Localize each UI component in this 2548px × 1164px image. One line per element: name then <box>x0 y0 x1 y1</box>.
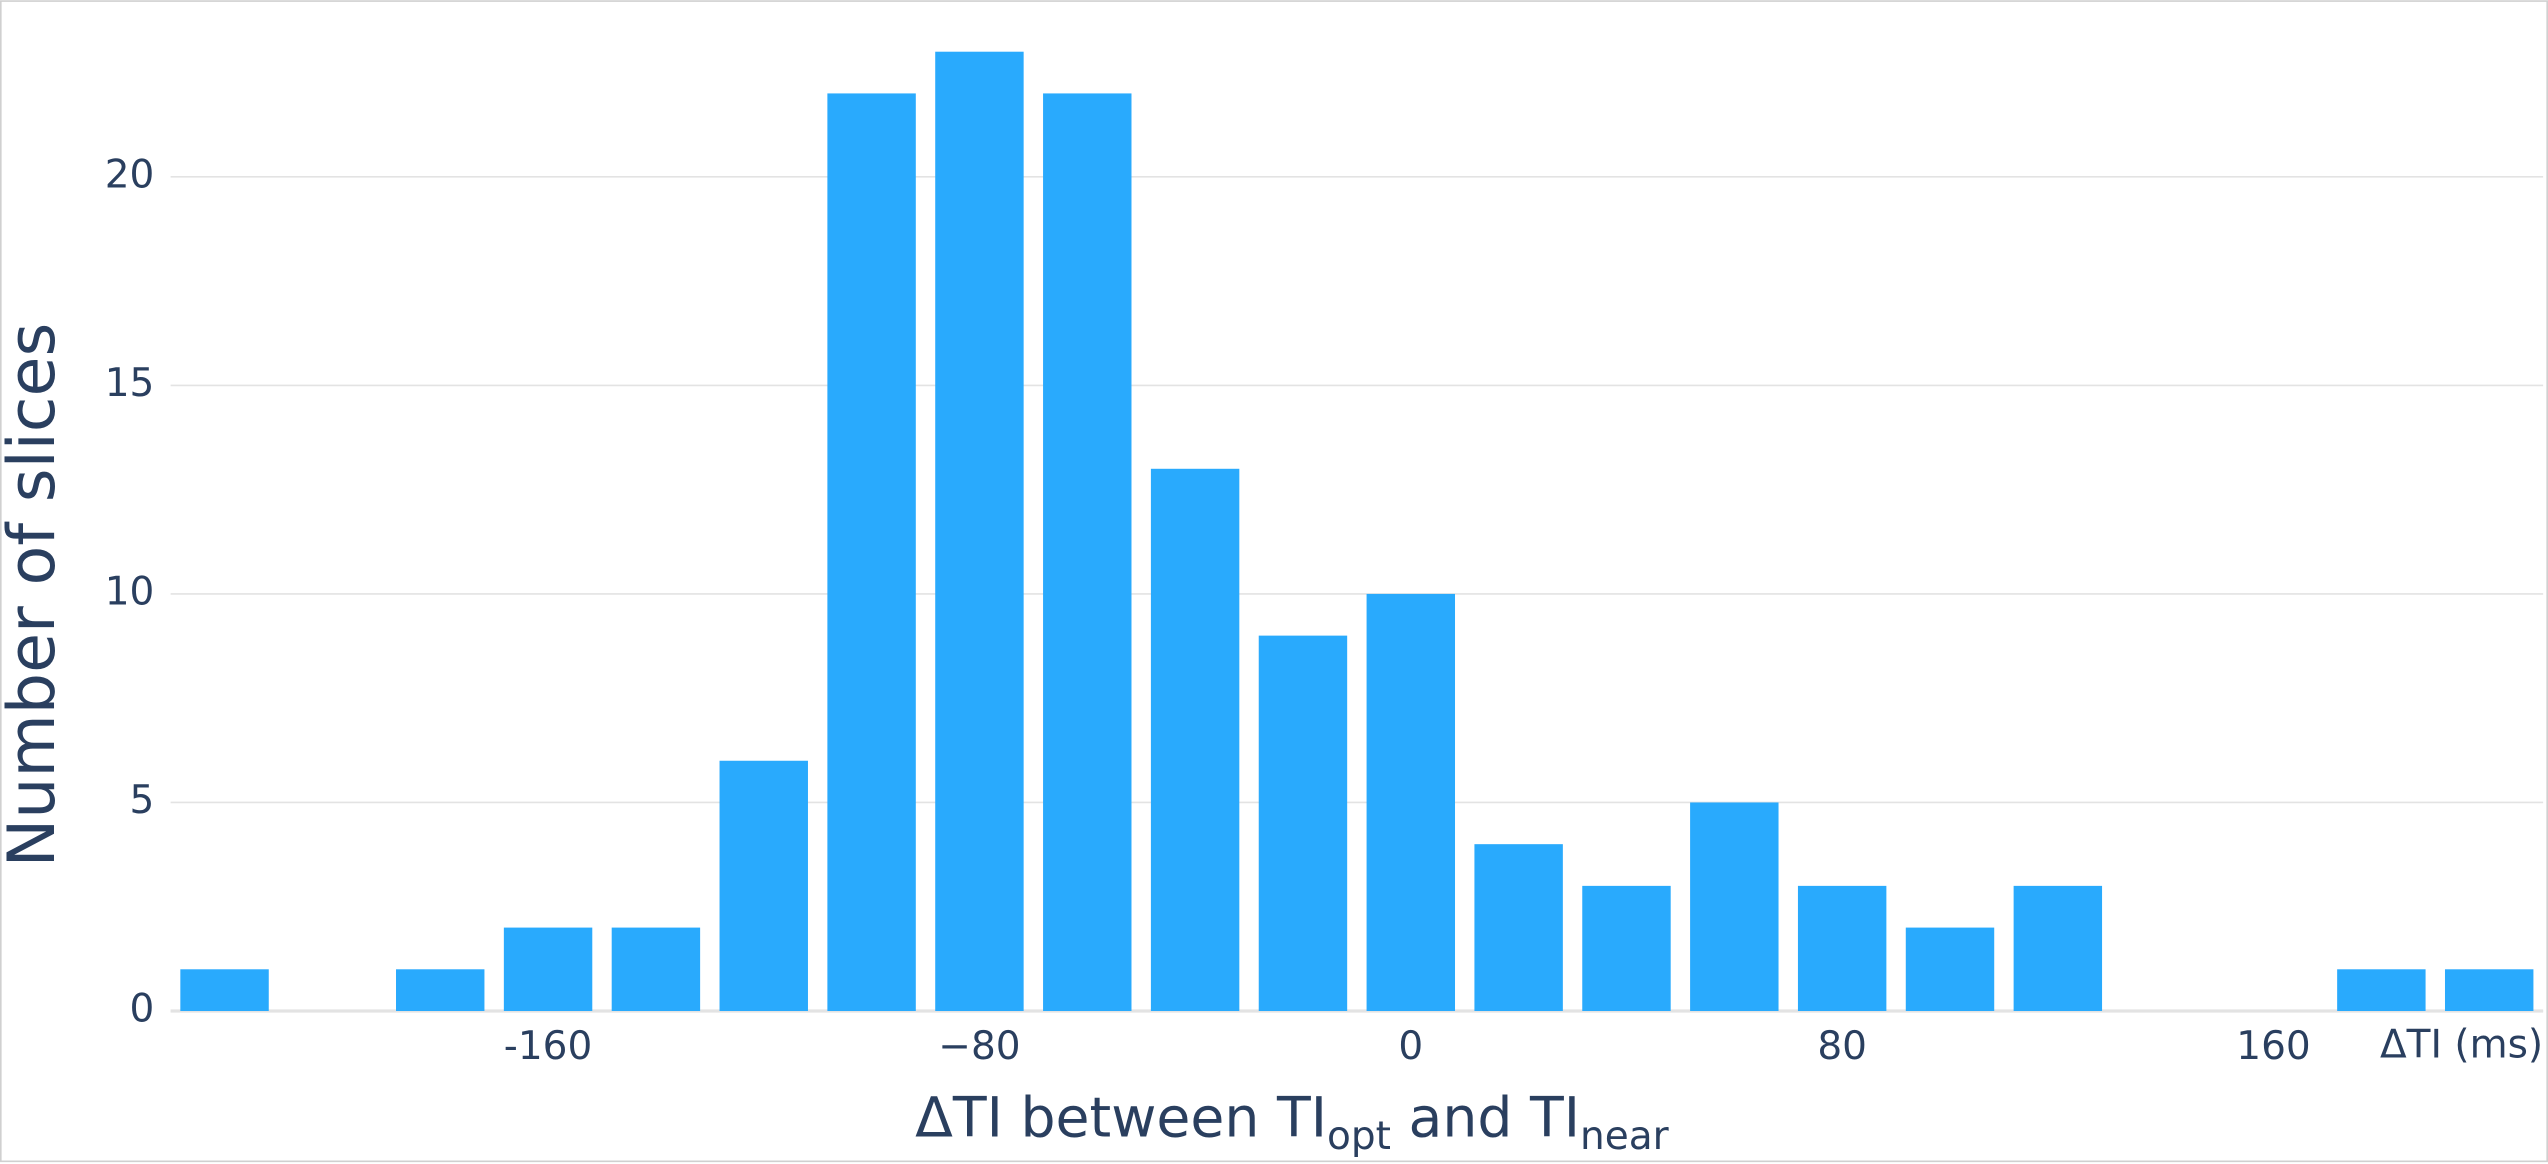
bar <box>180 969 269 1011</box>
bar <box>1797 885 1887 1011</box>
x-tick-label: −80 <box>938 1024 1020 1069</box>
y-tick-label: 15 <box>105 361 155 406</box>
x-tick-label: 80 <box>1817 1024 1867 1069</box>
y-tick-label: 20 <box>105 152 155 197</box>
bar <box>1150 468 1240 1011</box>
bar <box>1582 885 1671 1011</box>
bar <box>827 93 916 1011</box>
bar <box>1905 927 1995 1011</box>
x-title-sub: opt <box>1327 1113 1391 1158</box>
x-tick-label: 0 <box>1398 1024 1423 1069</box>
bar <box>1043 93 1132 1011</box>
bar <box>1258 635 1348 1011</box>
x-unit-label: ΔTI (ms) <box>2380 1022 2543 1067</box>
y-axis-title: Number of slices <box>0 323 70 868</box>
x-title-part: and TI <box>1391 1087 1580 1151</box>
bar <box>503 927 593 1011</box>
x-title-part: ΔTI between TI <box>915 1087 1327 1151</box>
x-title-sub: near <box>1580 1113 1670 1158</box>
bar <box>935 51 1024 1012</box>
bar <box>1366 593 1456 1011</box>
y-tick-label: 0 <box>130 987 155 1032</box>
bar <box>719 760 808 1011</box>
bar <box>2444 969 2534 1011</box>
labels: 0 5 10 15 20 -160 −80 0 80 160 <box>105 152 2311 1069</box>
x-tick-label: 160 <box>2236 1024 2310 1069</box>
bars <box>180 51 2534 1012</box>
bar <box>611 927 701 1011</box>
bar <box>2013 885 2103 1011</box>
bar <box>1690 802 1779 1011</box>
x-axis-title: ΔTI between TIopt and TInear <box>915 1087 1670 1159</box>
bar <box>2337 969 2426 1011</box>
y-tick-label: 10 <box>105 569 155 614</box>
bar <box>1474 844 1563 1011</box>
x-tick-label: -160 <box>504 1024 593 1069</box>
y-tick-label: 5 <box>130 778 155 823</box>
bar <box>396 969 485 1011</box>
